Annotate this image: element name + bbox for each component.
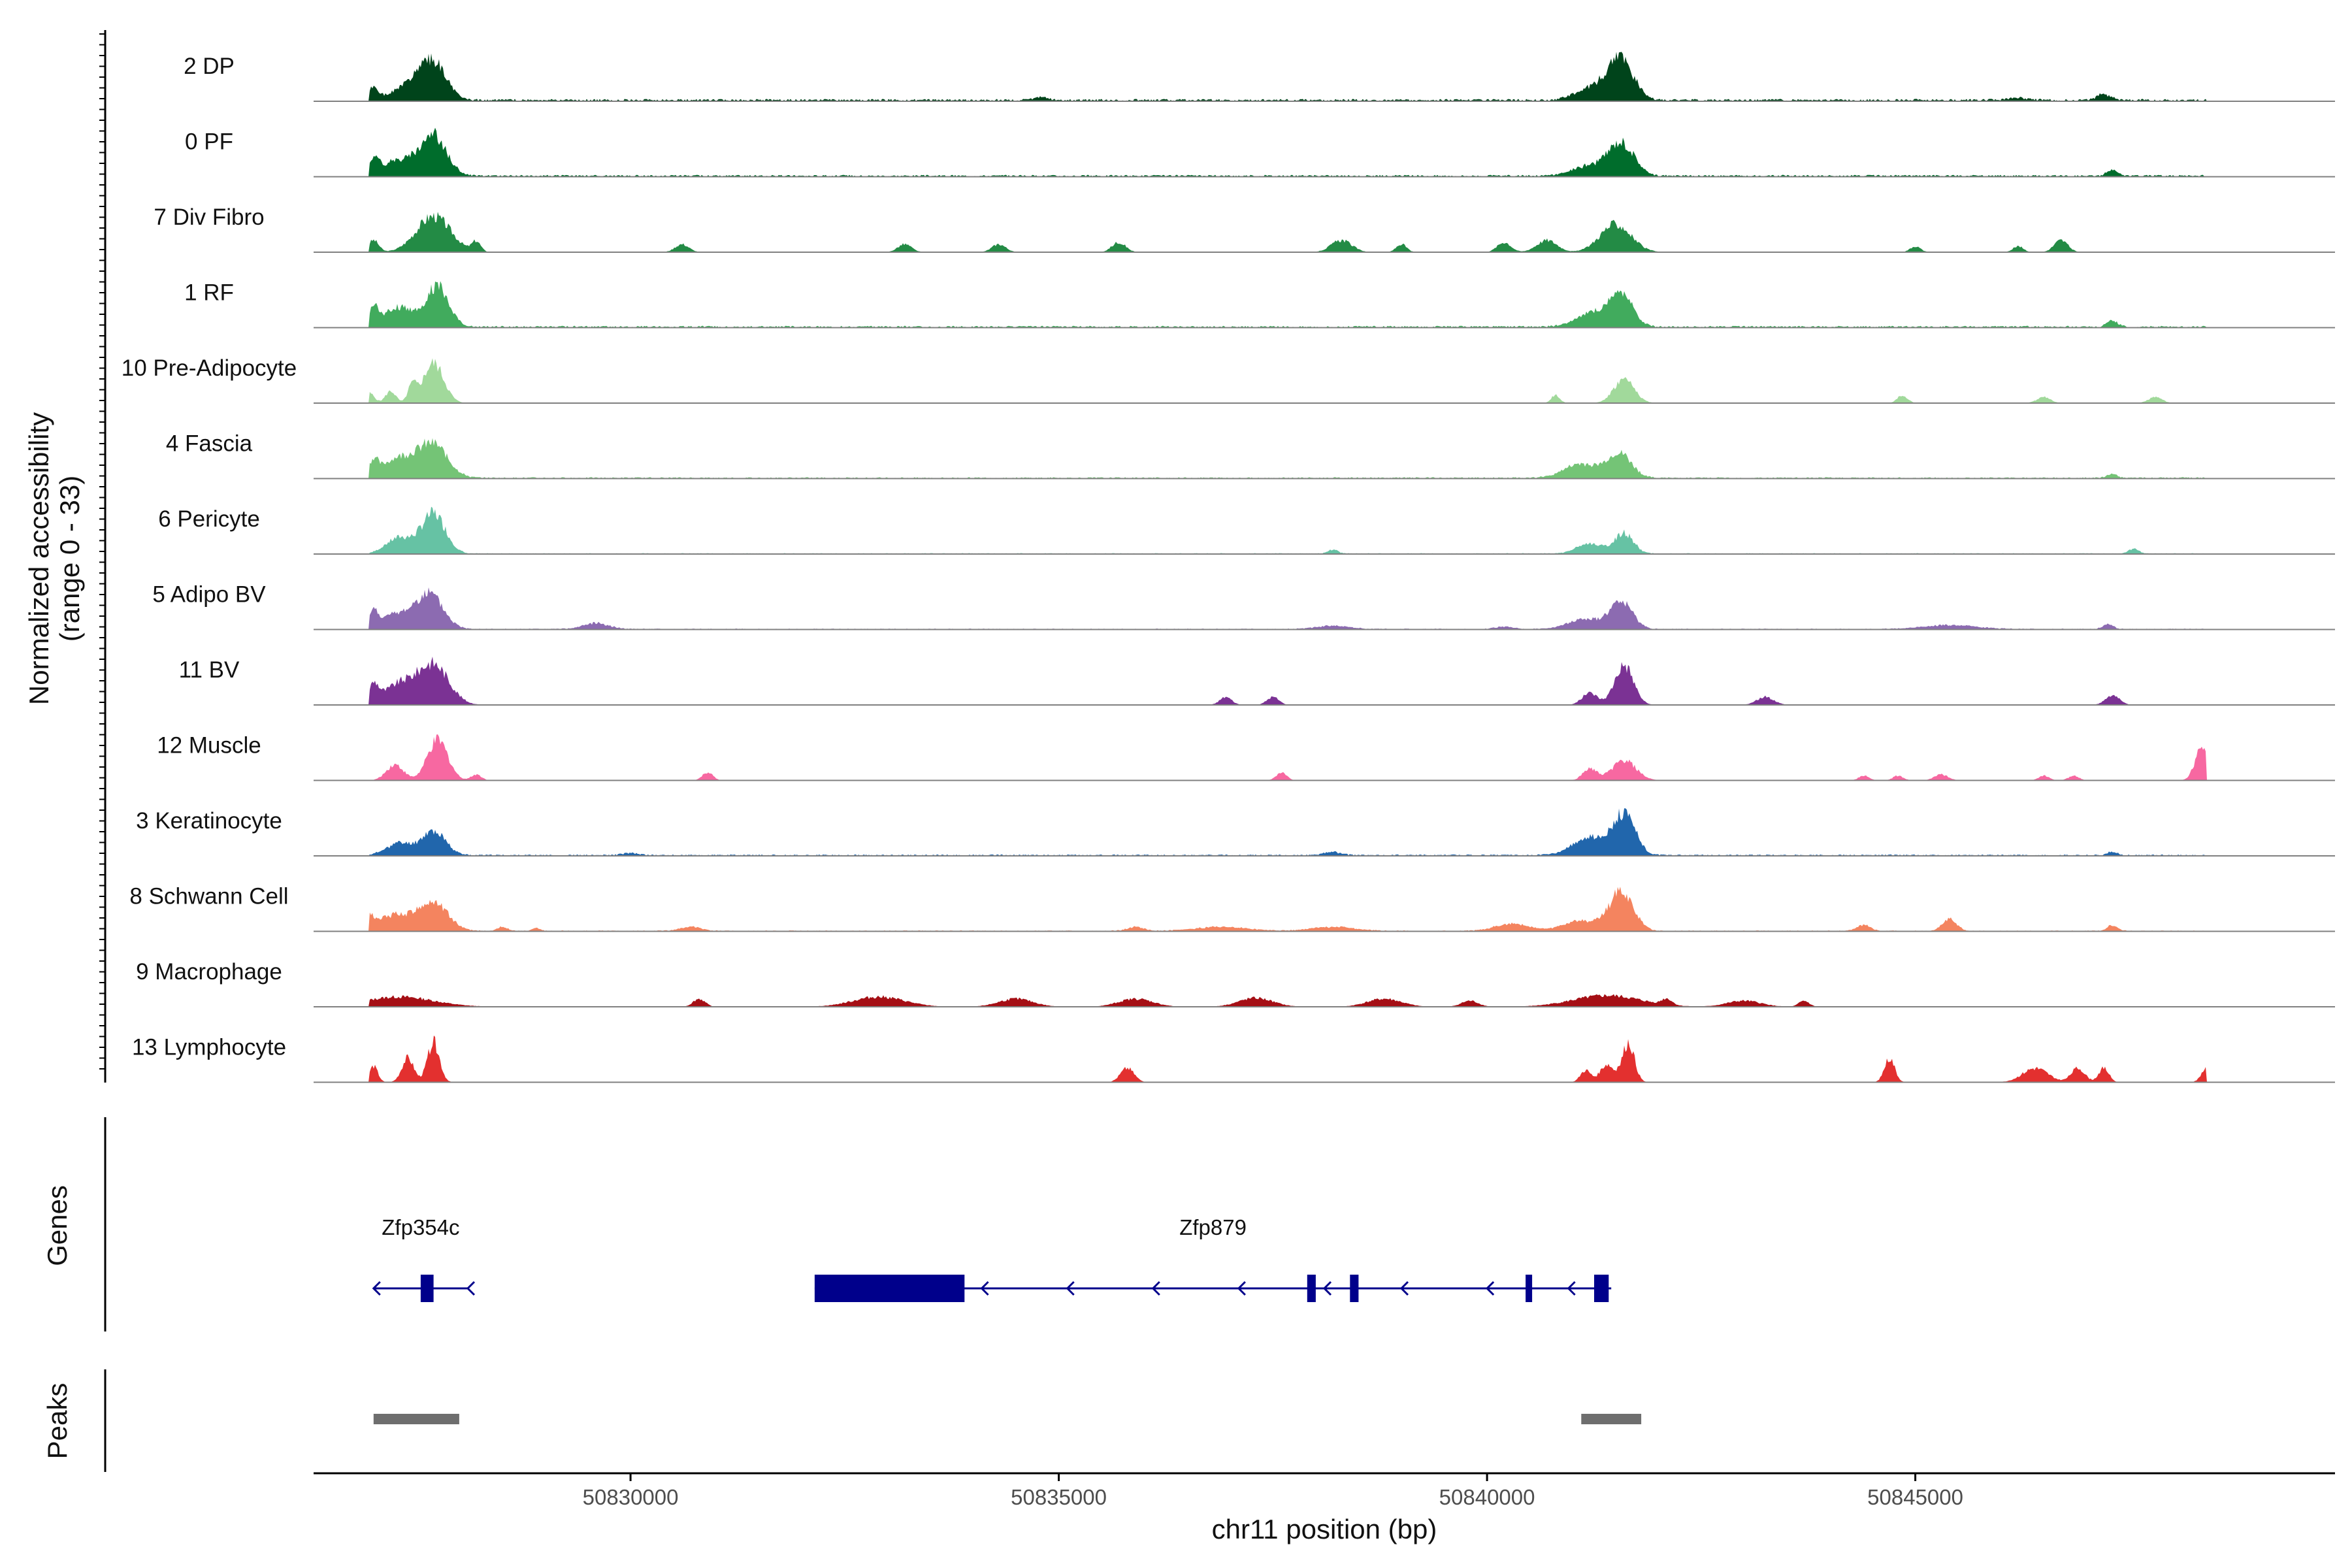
x-tick-label: 50830000 xyxy=(583,1485,679,1509)
x-tick-label: 50835000 xyxy=(1011,1485,1107,1509)
track-label: 11 BV xyxy=(179,657,240,683)
exon xyxy=(420,1275,434,1302)
exon xyxy=(1307,1275,1316,1302)
track-1-rf: 1 RF xyxy=(184,280,2335,329)
peaks-panel-label: Peaks xyxy=(42,1383,73,1460)
track-10-pre-adipocyte: 10 Pre-Adipocyte xyxy=(122,355,2335,404)
strand-arrow xyxy=(1567,1281,1576,1296)
track-12-muscle: 12 Muscle xyxy=(157,733,2335,781)
y-axis-title-line1: Normalized accessibility xyxy=(24,412,54,705)
track-4-fascia: 4 Fascia xyxy=(166,431,2335,480)
exon xyxy=(1594,1275,1609,1302)
track-7-div-fibro: 7 Div Fibro xyxy=(154,204,2335,253)
x-axis-ticks: 50830000 50835000 50840000 50845000 xyxy=(583,1473,1963,1509)
track-label: 10 Pre-Adipocyte xyxy=(122,355,297,381)
y-axis-ticks xyxy=(99,33,105,1070)
y-axis-title-line2: (range 0 - 33) xyxy=(54,476,85,642)
gene-label: Zfp879 xyxy=(1179,1215,1247,1239)
peak-region xyxy=(373,1414,459,1424)
exon xyxy=(814,1275,965,1302)
strand-arrow xyxy=(1485,1281,1495,1296)
track-label: 7 Div Fibro xyxy=(154,204,264,230)
gene-models: Zfp354c Zfp879 xyxy=(372,1215,1612,1302)
gene-label: Zfp354c xyxy=(382,1215,459,1239)
track-label: 5 Adipo BV xyxy=(152,582,266,608)
track-label: 9 Macrophage xyxy=(136,959,282,985)
strand-arrow xyxy=(372,1281,381,1296)
track-2-dp: 2 DP xyxy=(184,52,2335,102)
coverage-area xyxy=(314,506,2335,554)
strand-arrow xyxy=(1151,1281,1160,1296)
gene-zfp354c: Zfp354c xyxy=(372,1215,476,1302)
coverage-tracks: 2 DP 0 PF 7 Div Fibro 1 RF 10 Pre-Adipocyte 4… xyxy=(122,52,2335,1083)
strand-arrow xyxy=(466,1281,476,1296)
track-label: 4 Fascia xyxy=(166,431,253,457)
track-3-keratinocyte: 3 Keratinocyte xyxy=(136,808,2335,857)
track-6-pericyte: 6 Pericyte xyxy=(158,506,2335,555)
track-label: 3 Keratinocyte xyxy=(136,808,282,834)
strand-arrow xyxy=(1399,1281,1409,1296)
strand-arrow xyxy=(1322,1281,1332,1296)
peak-region xyxy=(1581,1414,1642,1424)
x-tick-label: 50840000 xyxy=(1439,1485,1535,1509)
exon xyxy=(1526,1275,1533,1302)
strand-arrow xyxy=(1237,1281,1246,1296)
gene-zfp879: Zfp879 xyxy=(814,1215,1612,1302)
track-13-lymphocyte: 13 Lymphocyte xyxy=(132,1035,2335,1083)
x-axis-title: chr11 position (bp) xyxy=(1212,1514,1437,1544)
track-9-macrophage: 9 Macrophage xyxy=(136,959,2335,1007)
track-label: 2 DP xyxy=(184,54,235,79)
exon xyxy=(1350,1275,1359,1302)
track-label: 8 Schwann Cell xyxy=(129,884,288,909)
track-label: 0 PF xyxy=(185,129,233,155)
track-label: 6 Pericyte xyxy=(158,506,260,532)
strand-arrow xyxy=(1066,1281,1075,1296)
peak-regions xyxy=(373,1414,1642,1424)
track-8-schwann-cell: 8 Schwann Cell xyxy=(129,884,2335,932)
track-0-pf: 0 PF xyxy=(185,127,2335,178)
x-tick-label: 50845000 xyxy=(1867,1485,1963,1509)
track-11-bv: 11 BV xyxy=(179,657,2335,706)
track-label: 1 RF xyxy=(184,280,234,306)
genes-panel-label: Genes xyxy=(42,1185,73,1266)
track-label: 13 Lymphocyte xyxy=(132,1035,286,1060)
track-5-adipo-bv: 5 Adipo BV xyxy=(152,582,2335,630)
track-label: 12 Muscle xyxy=(157,733,261,759)
strand-arrow xyxy=(980,1281,989,1296)
